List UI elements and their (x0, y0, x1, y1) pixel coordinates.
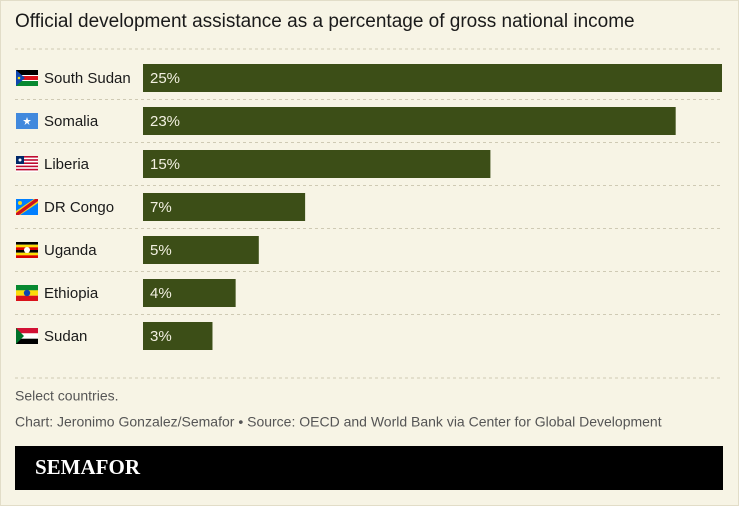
flag (16, 70, 38, 86)
flag (16, 156, 38, 172)
bar (143, 322, 213, 350)
bar (143, 279, 236, 307)
value-label: 5% (150, 242, 172, 259)
bar (143, 150, 491, 178)
bar (143, 236, 259, 264)
flag (16, 328, 38, 344)
category-label: Uganda (44, 242, 97, 259)
category-label: DR Congo (44, 199, 114, 216)
category-label: South Sudan (44, 70, 131, 87)
bar (143, 107, 676, 135)
category-label: Somalia (44, 113, 99, 130)
brand: SEMAFOR (35, 455, 141, 479)
value-label: 15% (150, 156, 180, 173)
flag (16, 285, 38, 301)
value-label: 7% (150, 199, 172, 216)
note: Select countries. (15, 388, 119, 404)
source: Chart: Jeronimo Gonzalez/Semafor • Sourc… (15, 414, 662, 430)
chart-title: Official development assistance as a per… (15, 11, 635, 32)
bar (143, 193, 306, 221)
value-label: 25% (150, 70, 180, 87)
value-label: 3% (150, 328, 172, 345)
category-label: Ethiopia (44, 285, 99, 302)
value-label: 23% (150, 113, 180, 130)
category-label: Liberia (44, 156, 90, 173)
flag (16, 242, 38, 258)
flag (16, 199, 38, 215)
category-label: Sudan (44, 328, 87, 345)
flag (16, 113, 38, 129)
brand-bar (15, 446, 723, 490)
bar (143, 64, 722, 92)
value-label: 4% (150, 285, 172, 302)
